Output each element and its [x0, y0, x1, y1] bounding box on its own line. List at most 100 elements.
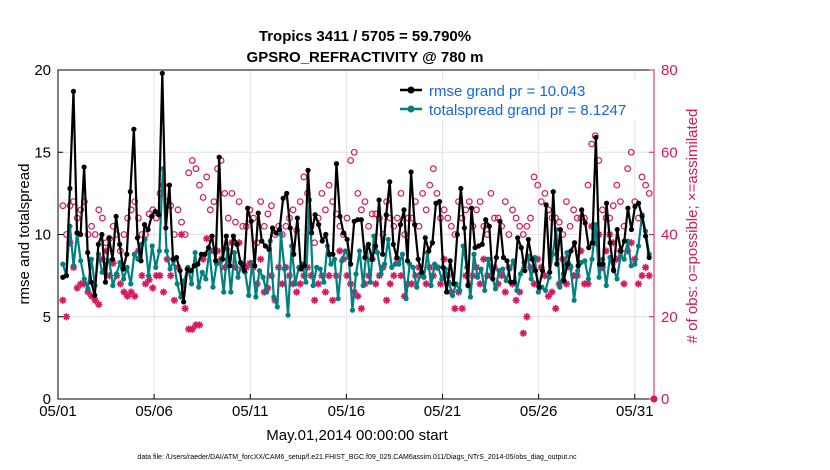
- obs-assimilated-marker: [386, 280, 394, 288]
- obs-assimilated-marker: [336, 247, 344, 255]
- rmse-point: [291, 251, 297, 257]
- rmse-point: [515, 235, 521, 241]
- obs-assimilated-marker: [343, 272, 351, 280]
- rmse-point: [149, 213, 155, 220]
- rmse-point: [237, 259, 244, 266]
- y-right-tick-label: 80: [661, 62, 678, 79]
- obs-assimilated-marker: [462, 272, 470, 280]
- rmse-point: [394, 254, 400, 261]
- totalspread-point: [167, 266, 173, 272]
- rmse-point: [522, 268, 528, 274]
- obs-possible-marker: [318, 189, 326, 197]
- obs-possible-marker: [566, 222, 574, 230]
- rmse-point: [397, 222, 404, 228]
- obs-assimilated-marker: [440, 255, 448, 263]
- totalspread-point: [60, 261, 66, 267]
- obs-possible-marker: [613, 181, 621, 189]
- totalspread-point: [70, 263, 77, 269]
- rmse-point: [316, 222, 322, 228]
- rmse-point: [632, 203, 638, 210]
- obs-possible-marker: [505, 231, 513, 238]
- obs-assimilated-marker: [170, 296, 178, 304]
- obs-possible-marker: [527, 214, 534, 222]
- rmse-point: [593, 134, 599, 141]
- totalspread-point: [221, 289, 227, 295]
- obs-assimilated-marker: [116, 280, 124, 288]
- obs-assimilated-marker: [307, 272, 315, 280]
- rmse-point: [465, 282, 471, 289]
- obs-possible-marker: [260, 222, 268, 230]
- obs-assimilated-marker: [159, 288, 168, 296]
- rmse-point: [177, 268, 183, 274]
- obs-possible-marker: [289, 206, 297, 214]
- rmse-point: [607, 240, 613, 246]
- obs-possible-marker: [617, 198, 624, 206]
- rmse-point: [124, 251, 130, 257]
- rmse-point: [131, 126, 137, 132]
- totalspread-point: [632, 261, 638, 267]
- rmse-point: [145, 226, 151, 233]
- rmse-point: [166, 182, 173, 188]
- obs-assimilated-marker: [476, 280, 484, 288]
- legend-spread-label: totalspread grand pr = 8.1247: [429, 102, 626, 119]
- obs-assimilated-marker: [613, 255, 621, 263]
- x-tick-label: 05/06: [135, 403, 173, 420]
- obs-possible-marker: [433, 189, 441, 197]
- rmse-point: [223, 233, 229, 239]
- obs-possible-marker: [397, 189, 405, 197]
- totalspread-point: [231, 249, 238, 256]
- rmse-point: [372, 243, 379, 249]
- totalspread-point: [432, 261, 438, 267]
- rmse-point: [447, 258, 453, 264]
- obs-possible-marker: [203, 173, 211, 181]
- y-tick-label: 5: [43, 309, 51, 326]
- rmse-point: [362, 254, 368, 261]
- obs-possible-marker: [609, 202, 617, 210]
- rmse-point: [163, 225, 169, 231]
- legend-rmse-label: rmse grand pr = 10.043: [429, 83, 585, 100]
- obs-possible-marker: [88, 222, 95, 230]
- obs-assimilated-marker: [408, 280, 416, 288]
- rmse-point: [639, 213, 645, 220]
- rmse-point: [444, 289, 450, 295]
- totalspread-point: [246, 292, 252, 298]
- totalspread-point: [485, 256, 491, 262]
- obs-possible-marker: [138, 231, 146, 238]
- rmse-point: [479, 241, 485, 247]
- rmse-point: [333, 161, 340, 167]
- totalspread-point: [210, 284, 216, 290]
- obs-assimilated-marker: [296, 280, 304, 288]
- obs-possible-marker: [541, 189, 549, 197]
- rmse-point: [483, 217, 489, 223]
- rmse-point: [319, 238, 325, 244]
- obs-possible-marker: [210, 198, 218, 206]
- totalspread-point: [131, 251, 137, 257]
- totalspread-point: [499, 266, 506, 272]
- obs-assimilated-marker: [167, 272, 175, 280]
- rmse-point: [603, 200, 610, 206]
- obs-assimilated-marker: [325, 272, 333, 280]
- rmse-point: [138, 258, 144, 264]
- obs-assimilated-marker: [357, 304, 365, 313]
- obs-possible-marker: [570, 206, 578, 214]
- y-right-tick-label: 60: [661, 144, 678, 161]
- obs-assimilated-marker: [329, 296, 337, 304]
- rmse-point: [198, 251, 205, 257]
- rmse-point: [88, 279, 94, 285]
- obs-possible-marker: [519, 231, 527, 238]
- totalspread-point: [596, 274, 602, 280]
- rmse-point: [266, 246, 272, 252]
- totalspread-point: [274, 304, 280, 310]
- obs-possible-marker: [379, 231, 387, 238]
- rmse-point: [497, 218, 503, 224]
- x-tick-label: 05/26: [520, 403, 558, 420]
- rmse-point: [67, 185, 73, 192]
- obs-assimilated-marker: [645, 272, 653, 280]
- rmse-point: [330, 251, 336, 257]
- obs-possible-marker: [419, 189, 426, 197]
- rmse-point: [507, 279, 514, 285]
- obs-possible-marker: [257, 198, 265, 206]
- totalspread-point: [88, 256, 95, 262]
- legend-rmse-marker: [407, 86, 415, 94]
